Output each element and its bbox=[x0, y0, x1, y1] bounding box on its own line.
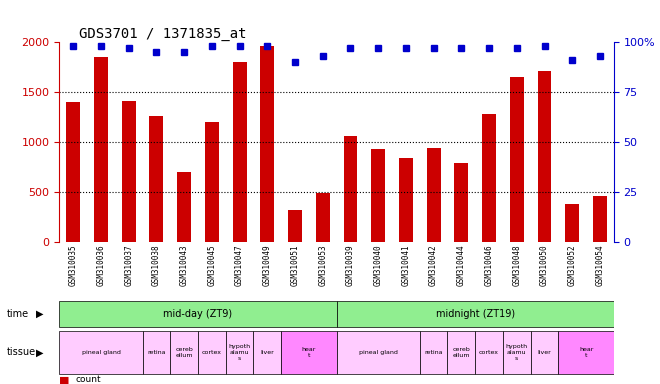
Text: cereb
ellum: cereb ellum bbox=[453, 347, 470, 358]
Text: cortex: cortex bbox=[202, 350, 222, 355]
Text: GSM310047: GSM310047 bbox=[235, 245, 244, 286]
Bar bbox=[566, 204, 579, 242]
Bar bbox=[531, 331, 558, 374]
Text: cortex: cortex bbox=[479, 350, 499, 355]
Bar bbox=[94, 57, 108, 242]
Text: GSM310038: GSM310038 bbox=[152, 245, 161, 286]
Bar bbox=[66, 102, 81, 242]
Bar bbox=[510, 77, 524, 242]
Bar bbox=[226, 331, 253, 374]
Text: GSM310050: GSM310050 bbox=[540, 245, 549, 286]
Text: hypoth
alamu
s: hypoth alamu s bbox=[228, 344, 251, 361]
Text: liver: liver bbox=[538, 350, 551, 355]
Bar bbox=[178, 172, 191, 242]
Bar bbox=[455, 163, 469, 242]
Text: GSM310054: GSM310054 bbox=[595, 245, 605, 286]
Text: GSM310035: GSM310035 bbox=[69, 245, 78, 286]
Bar bbox=[482, 114, 496, 242]
Bar bbox=[205, 122, 219, 242]
Text: GSM310039: GSM310039 bbox=[346, 245, 355, 286]
Bar bbox=[253, 331, 281, 374]
Text: midnight (ZT19): midnight (ZT19) bbox=[436, 309, 515, 319]
FancyBboxPatch shape bbox=[59, 301, 337, 327]
Text: GSM310045: GSM310045 bbox=[207, 245, 216, 286]
Text: pineal gland: pineal gland bbox=[359, 350, 397, 355]
FancyBboxPatch shape bbox=[337, 301, 614, 327]
Bar bbox=[316, 193, 330, 242]
Text: retina: retina bbox=[147, 350, 166, 355]
Bar bbox=[558, 331, 614, 374]
Text: time: time bbox=[7, 309, 29, 319]
Bar bbox=[420, 331, 447, 374]
Bar bbox=[503, 331, 531, 374]
Text: GSM310042: GSM310042 bbox=[429, 245, 438, 286]
Bar bbox=[149, 116, 164, 242]
Text: GSM310040: GSM310040 bbox=[374, 245, 383, 286]
Text: GSM310037: GSM310037 bbox=[124, 245, 133, 286]
Bar bbox=[143, 331, 170, 374]
Text: GSM310046: GSM310046 bbox=[484, 245, 494, 286]
Text: ■: ■ bbox=[59, 376, 70, 384]
Bar bbox=[447, 331, 475, 374]
Bar bbox=[233, 62, 247, 242]
Bar bbox=[399, 158, 413, 242]
Text: GSM310044: GSM310044 bbox=[457, 245, 466, 286]
Bar bbox=[170, 331, 198, 374]
Bar bbox=[288, 210, 302, 242]
Bar bbox=[261, 46, 275, 242]
Text: GSM310036: GSM310036 bbox=[96, 245, 106, 286]
Text: cereb
ellum: cereb ellum bbox=[176, 347, 193, 358]
Text: ▶: ▶ bbox=[36, 347, 44, 358]
Bar bbox=[122, 101, 136, 242]
Text: GSM310052: GSM310052 bbox=[568, 245, 577, 286]
Text: GSM310051: GSM310051 bbox=[290, 245, 300, 286]
Text: tissue: tissue bbox=[7, 347, 36, 358]
Text: hear
t: hear t bbox=[302, 347, 316, 358]
Text: mid-day (ZT9): mid-day (ZT9) bbox=[164, 309, 232, 319]
Bar bbox=[59, 331, 143, 374]
Text: GDS3701 / 1371835_at: GDS3701 / 1371835_at bbox=[79, 27, 247, 41]
Bar bbox=[281, 331, 337, 374]
Text: hear
t: hear t bbox=[579, 347, 593, 358]
Bar bbox=[337, 331, 420, 374]
Bar bbox=[344, 136, 358, 242]
Text: GSM310043: GSM310043 bbox=[180, 245, 189, 286]
Bar bbox=[372, 149, 385, 242]
Text: ▶: ▶ bbox=[36, 309, 44, 319]
Bar bbox=[538, 71, 552, 242]
Text: GSM310049: GSM310049 bbox=[263, 245, 272, 286]
Text: hypoth
alamu
s: hypoth alamu s bbox=[506, 344, 528, 361]
Bar bbox=[593, 196, 607, 242]
Text: count: count bbox=[76, 375, 102, 384]
Text: GSM310048: GSM310048 bbox=[512, 245, 521, 286]
Bar bbox=[427, 148, 441, 242]
Text: GSM310053: GSM310053 bbox=[318, 245, 327, 286]
Bar bbox=[475, 331, 503, 374]
Text: pineal gland: pineal gland bbox=[82, 350, 120, 355]
Text: retina: retina bbox=[424, 350, 443, 355]
Bar bbox=[198, 331, 226, 374]
Text: liver: liver bbox=[261, 350, 274, 355]
Text: GSM310041: GSM310041 bbox=[401, 245, 411, 286]
